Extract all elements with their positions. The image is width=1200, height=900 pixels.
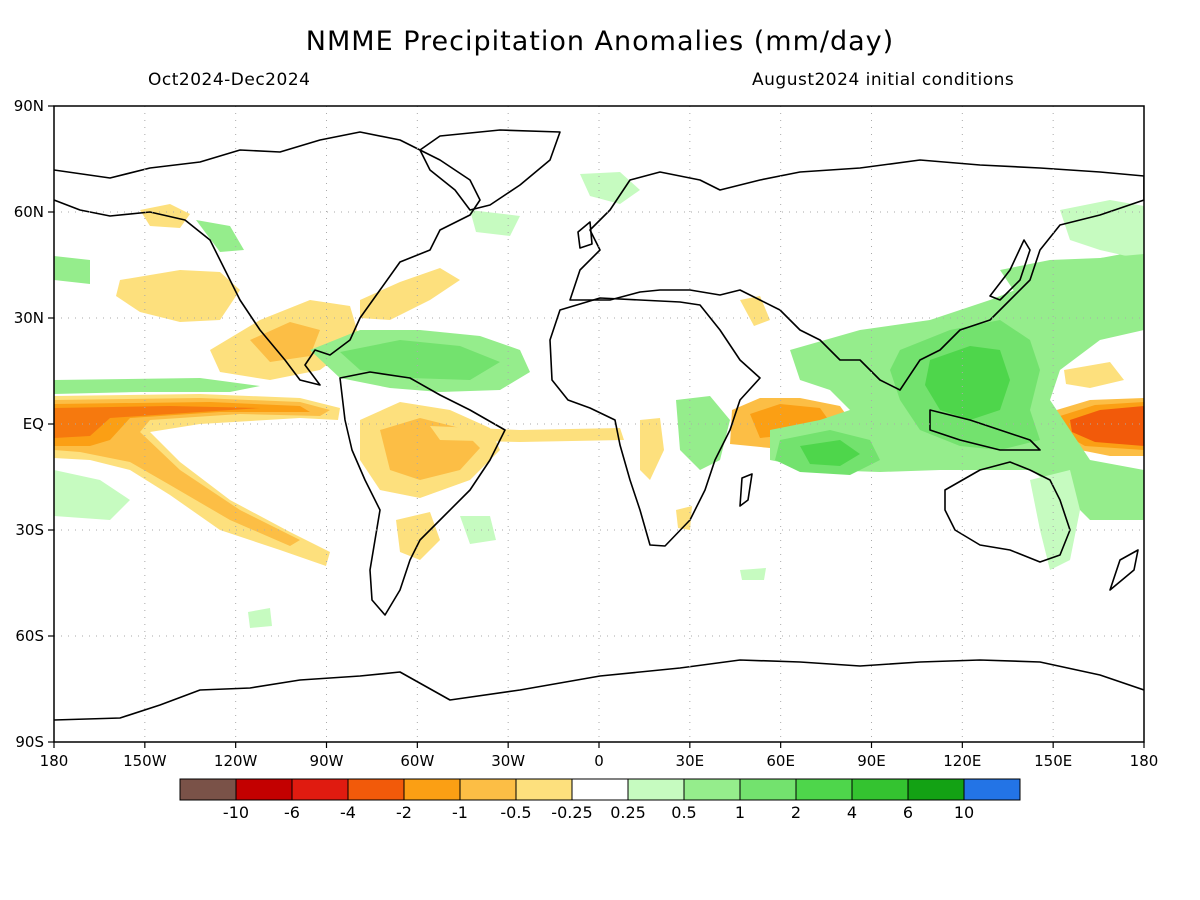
colorbar-swatch bbox=[347, 778, 405, 801]
wpac-subtrop-dry bbox=[1064, 362, 1124, 388]
wpac-dry-inner bbox=[1070, 406, 1144, 446]
canada-wet bbox=[196, 220, 244, 252]
colorbar-label: -2 bbox=[396, 803, 412, 822]
colorbar-swatch bbox=[739, 778, 797, 801]
lon-tick-label: 180 bbox=[40, 752, 69, 770]
colorbar-label: 0.25 bbox=[610, 803, 646, 822]
antarctica-coast bbox=[54, 659, 1144, 721]
maritime-wet-inner bbox=[925, 346, 1010, 420]
arabia-dry bbox=[740, 296, 770, 326]
lat-tick-label: 30N bbox=[14, 309, 44, 327]
lon-tick-label: 120E bbox=[943, 752, 981, 770]
lon-tick-label: 30W bbox=[491, 752, 525, 770]
npac-wet-left bbox=[54, 256, 90, 284]
europe-wet bbox=[580, 172, 640, 204]
indonesia-coast bbox=[929, 409, 1041, 451]
africa-coast bbox=[549, 297, 761, 547]
pacific-dry-mid bbox=[54, 398, 330, 546]
colorbar-label: -6 bbox=[284, 803, 300, 822]
colorbar-swatch bbox=[515, 778, 573, 801]
colorbar-label: -1 bbox=[452, 803, 468, 822]
lon-tick-label: 0 bbox=[594, 752, 604, 770]
colorbar-swatch bbox=[963, 778, 1021, 801]
anomaly-field bbox=[54, 172, 1144, 628]
so-wet-2 bbox=[740, 568, 766, 580]
colorbar-label: 2 bbox=[791, 803, 801, 822]
north-america-coast bbox=[54, 131, 481, 386]
colorbar-label: 10 bbox=[954, 803, 974, 822]
initial-conditions: August2024 initial conditions bbox=[752, 70, 1015, 90]
indian-wet-inner bbox=[800, 440, 860, 466]
lon-tick-label: 120W bbox=[214, 752, 258, 770]
africa-dry bbox=[640, 418, 664, 480]
colorbar-label: 1 bbox=[735, 803, 745, 822]
lat-tick-label: 60S bbox=[15, 627, 44, 645]
sa-wet bbox=[460, 516, 496, 544]
colorbar-label: 6 bbox=[903, 803, 913, 822]
caribbean-wet-inner bbox=[340, 340, 500, 380]
mexico-dry-inner bbox=[250, 322, 320, 362]
lon-tick-label: 60E bbox=[766, 752, 795, 770]
australia-coast bbox=[944, 461, 1071, 563]
itcz-wet bbox=[54, 378, 260, 394]
coastlines bbox=[54, 129, 1144, 721]
lon-tick-label: 150E bbox=[1034, 752, 1072, 770]
aus-wet bbox=[1030, 470, 1080, 570]
colorbar-label: -0.5 bbox=[500, 803, 531, 822]
so-wet bbox=[248, 608, 272, 628]
colorbar-swatch bbox=[403, 778, 461, 801]
graticule bbox=[54, 106, 1144, 742]
colorbar-swatch bbox=[683, 778, 741, 801]
s-africa-dry bbox=[676, 506, 692, 530]
siberia-wet bbox=[1060, 200, 1144, 260]
natl-dry bbox=[360, 268, 460, 320]
greenland-coast bbox=[419, 129, 561, 211]
map-title: NMME Precipitation Anomalies (mm/day) bbox=[305, 26, 895, 57]
colorbar-swatch bbox=[627, 778, 685, 801]
madagascar-coast bbox=[739, 473, 753, 507]
new-zealand-coast bbox=[1109, 549, 1139, 591]
se-pac-wet bbox=[54, 470, 130, 520]
colorbar-label: 4 bbox=[847, 803, 857, 822]
colorbar-swatch bbox=[795, 778, 853, 801]
natl-wet bbox=[470, 210, 520, 236]
lat-tick-label: 60N bbox=[14, 203, 44, 221]
lon-tick-label: 150W bbox=[123, 752, 167, 770]
lon-tick-label: 180 bbox=[1130, 752, 1159, 770]
lat-tick-label: EQ bbox=[23, 415, 44, 433]
colorbar-label: -4 bbox=[340, 803, 356, 822]
colorbar-label: -10 bbox=[223, 803, 249, 822]
europe-asia-coast bbox=[569, 159, 1144, 391]
colorbar-swatch bbox=[459, 778, 517, 801]
south-america-coast bbox=[339, 371, 506, 616]
lon-tick-label: 60W bbox=[400, 752, 434, 770]
colorbar-swatch bbox=[179, 778, 237, 801]
colorbar-swatch bbox=[907, 778, 965, 801]
patagonia-dry bbox=[396, 512, 440, 560]
forecast-period: Oct2024-Dec2024 bbox=[148, 70, 311, 90]
atlantic-dry bbox=[430, 426, 624, 442]
lat-tick-label: 90N bbox=[14, 97, 44, 115]
lat-tick-label: 30S bbox=[15, 521, 44, 539]
colorbar: -10 -6 -4 -2 -1 -0.5 -0.25 0.25 0.5 1 2 4 6 10 bbox=[179, 778, 1021, 822]
colorbar-label: -0.25 bbox=[551, 803, 592, 822]
china-wet bbox=[1000, 254, 1144, 300]
colorbar-swatch bbox=[851, 778, 909, 801]
east-africa-wet bbox=[676, 396, 730, 470]
lon-tick-label: 90W bbox=[310, 752, 344, 770]
lon-tick-label: 30E bbox=[676, 752, 705, 770]
axis-ticks: 180 150W 120W 90W 60W 30W 0 30E 60E 90E 120E 150E 18… bbox=[14, 97, 1159, 770]
uk-coast bbox=[577, 221, 593, 249]
npac-dry bbox=[116, 270, 240, 322]
colorbar-label: 0.5 bbox=[671, 803, 696, 822]
pacific-dry-core bbox=[54, 406, 260, 438]
japan-coast bbox=[989, 239, 1031, 301]
lon-tick-label: 90E bbox=[857, 752, 886, 770]
lat-tick-label: 90S bbox=[15, 733, 44, 751]
colorbar-swatch bbox=[235, 778, 293, 801]
colorbar-swatch bbox=[571, 778, 629, 801]
colorbar-swatch bbox=[291, 778, 349, 801]
